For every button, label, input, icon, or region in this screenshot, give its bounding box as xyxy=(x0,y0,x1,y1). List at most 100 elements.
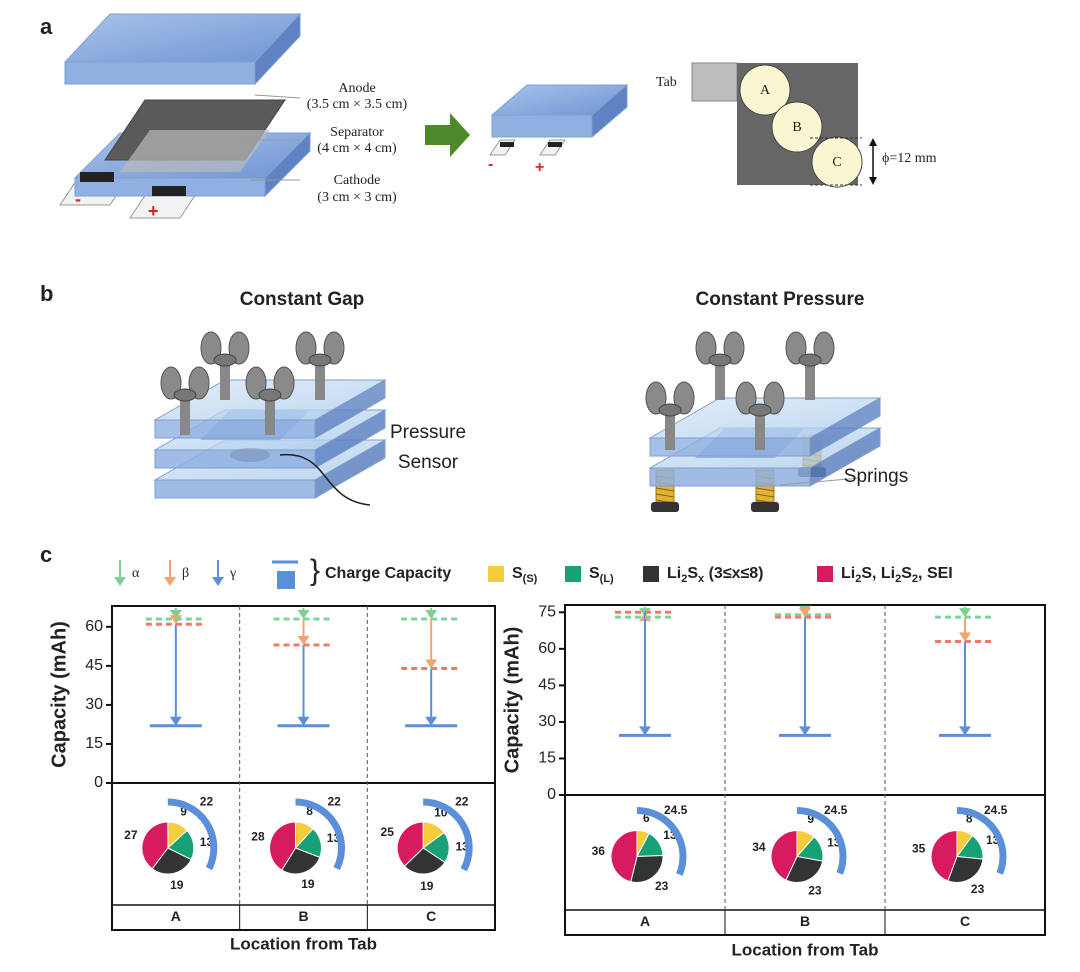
legend: α β γ S(S) S(L) Li2Sx (3≤x≤8) Li2S, Li2S2, SEI xyxy=(114,560,953,589)
arrow xyxy=(114,560,126,586)
nut xyxy=(708,353,732,367)
legend-label: S(L) xyxy=(589,565,614,585)
slab-side xyxy=(314,379,386,439)
sensor-label: Sensor xyxy=(398,452,459,473)
legend-text-part: 2 xyxy=(681,573,687,585)
dim-arrow xyxy=(869,138,877,146)
pie-slice xyxy=(141,821,169,870)
legend-symbol: β xyxy=(182,566,189,581)
legend-symbol: γ xyxy=(229,566,236,581)
arc-label: 24.5 xyxy=(984,803,1008,817)
bolt xyxy=(715,360,725,400)
pie-slice xyxy=(930,829,958,882)
legend-label: Li2Sx (3≤x≤8) xyxy=(667,565,764,585)
location-label: B xyxy=(792,120,801,135)
minus-sign: - xyxy=(488,156,493,173)
pie-slice xyxy=(770,829,798,881)
spring-coil xyxy=(755,493,775,498)
plot-frame xyxy=(111,605,496,931)
slab-front xyxy=(649,467,811,487)
pie-label: 9 xyxy=(180,804,187,818)
arrow-head xyxy=(425,659,438,669)
setup-title: Constant Gap xyxy=(240,289,365,310)
arc-label: 24.5 xyxy=(664,803,688,817)
legend-text-part: Li xyxy=(841,565,855,582)
bolt xyxy=(665,410,675,450)
press-illustration xyxy=(153,331,882,512)
pie-label: 8 xyxy=(306,804,313,818)
y-tick-label: 0 xyxy=(547,786,556,803)
legend-text-part: (L) xyxy=(600,573,614,585)
plus-sign: + xyxy=(148,201,159,221)
x-axis-label: Location from Tab xyxy=(230,934,377,953)
pie-label: 19 xyxy=(301,877,315,891)
slab-side xyxy=(809,397,881,457)
spring-foot xyxy=(751,502,779,512)
pie-slice xyxy=(947,855,984,883)
arrow-head xyxy=(799,608,811,618)
bolt xyxy=(805,360,815,400)
spring-coil xyxy=(655,493,675,498)
pie-label: 25 xyxy=(381,825,395,839)
legend-text-part: S xyxy=(512,565,523,582)
plus-sign: + xyxy=(535,159,544,176)
diameter-label: ϕ=12 mm xyxy=(882,151,937,166)
y-tick-label: 30 xyxy=(85,696,103,713)
x-tick-label: C xyxy=(960,913,970,929)
arrow xyxy=(425,668,438,726)
cathode-label: Cathode xyxy=(334,173,381,188)
arrow-head xyxy=(959,726,971,736)
arrow-head xyxy=(297,636,310,646)
pie-label: 27 xyxy=(124,828,138,842)
nut xyxy=(213,353,237,367)
pie-label: 8 xyxy=(966,812,973,826)
nut xyxy=(173,388,197,402)
y-tick-label: 45 xyxy=(538,677,556,694)
x-tick-label: A xyxy=(171,908,181,924)
nut xyxy=(748,403,772,417)
terminal xyxy=(500,142,514,147)
anode-size: (3.5 cm × 3.5 cm) xyxy=(307,97,408,112)
legend-swatch xyxy=(643,566,659,582)
charge-arc xyxy=(423,798,473,872)
slab-side xyxy=(314,439,386,499)
x-axis-label: Location from Tab xyxy=(731,940,878,959)
legend-text-part: (S) xyxy=(523,573,538,585)
slab-side xyxy=(809,427,881,487)
legend-text-part: , SEI xyxy=(918,565,953,582)
legend-swatch xyxy=(488,566,504,582)
leader-line xyxy=(779,477,861,486)
legend-text-part: (3≤x≤8) xyxy=(704,565,763,582)
arrow-head xyxy=(164,577,176,586)
y-tick-label: 45 xyxy=(85,657,103,674)
arrow-head xyxy=(212,577,224,586)
y-tick-label: 30 xyxy=(538,713,556,730)
bolt xyxy=(755,410,765,450)
terminal xyxy=(152,186,186,196)
location-circle xyxy=(739,64,791,116)
y-tick-label: 15 xyxy=(85,735,103,752)
legend-swatch xyxy=(565,566,581,582)
pie-slice xyxy=(281,847,321,875)
legend-text-part: S xyxy=(687,565,698,582)
minus-sign: - xyxy=(75,189,81,209)
arrow xyxy=(297,645,310,726)
legend-text-part: S xyxy=(901,565,912,582)
pie-slice xyxy=(630,854,664,883)
y-tick-label: 60 xyxy=(85,618,103,635)
arrow xyxy=(425,113,470,157)
pie-label: 35 xyxy=(912,842,926,856)
nut xyxy=(308,353,332,367)
panel-label: c xyxy=(40,542,52,567)
brace: } xyxy=(310,554,320,587)
slab-side xyxy=(254,12,301,86)
arrow-head xyxy=(169,716,182,726)
tab xyxy=(691,62,738,102)
leader-line xyxy=(254,94,301,99)
separator-size: (4 cm × 4 cm) xyxy=(317,141,397,156)
charge-arc xyxy=(636,807,687,876)
charge-arc xyxy=(295,798,345,871)
legend-label: Li2S, Li2S2, SEI xyxy=(841,565,953,585)
arrow-head xyxy=(425,610,438,620)
